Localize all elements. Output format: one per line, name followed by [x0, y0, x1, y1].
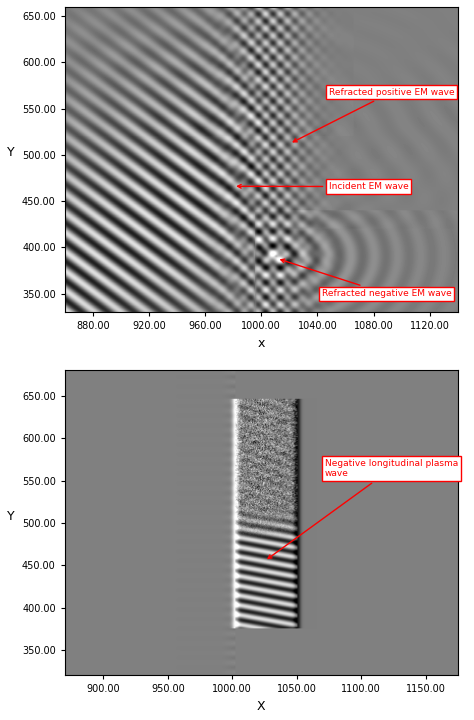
Text: Refracted negative EM wave: Refracted negative EM wave [281, 259, 451, 298]
Text: Refracted positive EM wave: Refracted positive EM wave [293, 88, 454, 142]
X-axis label: x: x [258, 336, 265, 350]
Text: Negative longitudinal plasma
wave: Negative longitudinal plasma wave [268, 459, 458, 559]
Y-axis label: Y: Y [7, 510, 15, 523]
X-axis label: X: X [257, 700, 265, 713]
Y-axis label: Y: Y [7, 146, 15, 159]
Text: Incident EM wave: Incident EM wave [237, 182, 409, 191]
